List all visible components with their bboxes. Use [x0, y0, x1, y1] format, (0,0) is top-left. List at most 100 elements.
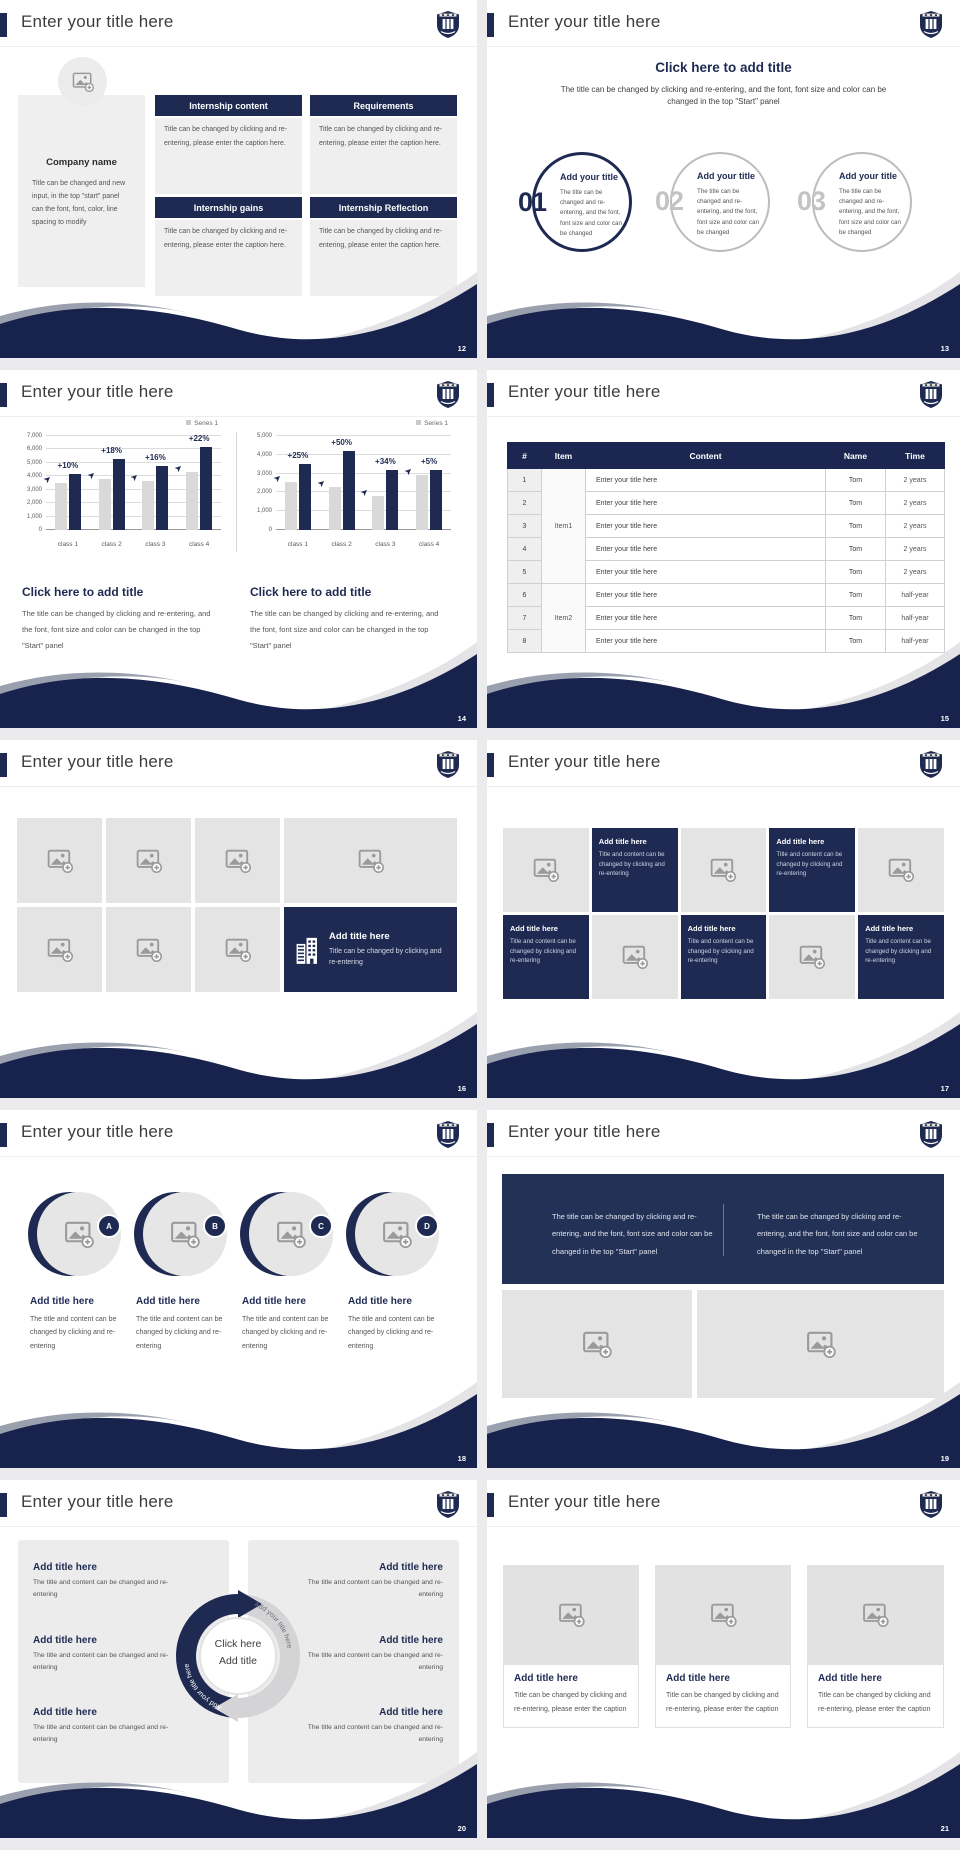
- company-name: Company name: [46, 157, 117, 168]
- info-box-caption: Title can be changed by clicking and re-…: [155, 118, 302, 194]
- slide-title: Enter your title here: [21, 12, 174, 31]
- bar-group: +22% ➤: [172, 433, 221, 530]
- image-placeholder-wide: [284, 818, 457, 903]
- photo-card: Add title here Title can be changed by cl…: [503, 1565, 639, 1728]
- step-circle-01: 01 Add your title The title can be chang…: [518, 152, 632, 252]
- cycle-center-label: Click here Add title: [214, 1638, 262, 1667]
- step-body: The title can be changed and re-entering…: [839, 188, 901, 236]
- chart-caption-title: Click here to add title: [250, 585, 372, 599]
- university-crest-logo-icon: [437, 1491, 459, 1518]
- bar-series1: [54, 483, 67, 530]
- bar-series2: [386, 469, 399, 530]
- card-body: Title can be changed by clicking and re-…: [514, 1692, 627, 1713]
- slide-17-thumbnail[interactable]: Enter your title here Add title here Titl…: [487, 740, 960, 1098]
- navy-text-banner: The title can be changed by clicking and…: [502, 1174, 944, 1284]
- cycle-item: Add title here The title and content can …: [33, 1707, 169, 1744]
- image-placeholder-icon: [225, 849, 251, 873]
- bar-series1: [142, 481, 155, 530]
- company-card: Company name Title can be changed and ne…: [18, 95, 145, 287]
- title-accent-bar: [487, 1493, 494, 1517]
- step-circle-02: 02 Add your title The title can be chang…: [655, 152, 770, 252]
- bar-series2: [342, 451, 355, 530]
- col-header-item: Item: [541, 442, 586, 469]
- text-cell: Add title here Title and content can be c…: [503, 915, 589, 999]
- y-tick-label: 5,000: [256, 433, 272, 439]
- item-body: The title and content can be changed by …: [348, 1316, 435, 1350]
- chart-legend: Series 1: [186, 420, 218, 427]
- slide-20-thumbnail[interactable]: Enter your title here Add title here The …: [0, 1480, 477, 1838]
- image-placeholder: [503, 828, 589, 912]
- chart-caption-body: The title can be changed by clicking and…: [250, 609, 439, 650]
- slide-15-thumbnail[interactable]: Enter your title here # Item Content Nam…: [487, 370, 960, 728]
- image-placeholder-icon: [47, 849, 73, 873]
- header-divider: [487, 46, 960, 47]
- y-tick-label: 2,000: [256, 489, 272, 496]
- bar-group: +25% ➤: [271, 436, 320, 530]
- cycle-item: Add title here The title and content can …: [307, 1562, 443, 1599]
- x-tick-label: class 3: [145, 541, 166, 548]
- slide-title: Enter your title here: [21, 1492, 174, 1511]
- image-placeholder: [591, 915, 678, 999]
- bar-chart-right: Series 1 0 1,000 2,000 3,000 4,000 5,000 +25% ➤ +…: [246, 420, 454, 554]
- chart-caption-title: Click here to add title: [22, 585, 144, 599]
- arrowhead-right: [238, 1590, 262, 1618]
- university-crest-logo-icon: [920, 1491, 942, 1518]
- cell-title: Add title here: [510, 924, 558, 933]
- info-box-internship-reflection: Internship Reflection Title can be chang…: [310, 197, 457, 296]
- text-cell: Add title here Title and content can be c…: [591, 828, 678, 912]
- x-tick-label: class 2: [101, 541, 122, 548]
- card-title: Add title here: [329, 930, 390, 942]
- slide-21-thumbnail[interactable]: Enter your title here Add title here Titl…: [487, 1480, 960, 1838]
- slide-title: Enter your title here: [508, 12, 661, 31]
- chart-legend: Series 1: [416, 420, 448, 427]
- bar-annotation: +22%: [188, 433, 210, 443]
- cycle-item: Add title here The title and content can …: [33, 1562, 169, 1599]
- step-title: Add your title: [697, 171, 755, 181]
- item-group-cell: Item2: [541, 583, 586, 653]
- building-icon: [294, 933, 320, 967]
- slide-12-thumbnail[interactable]: Enter your title here Company name Title…: [0, 0, 477, 358]
- step-circle-03: 03 Add your title The title can be chang…: [797, 152, 912, 252]
- slide-18-thumbnail[interactable]: Enter your title here A Add title here T…: [0, 1110, 477, 1468]
- gridline: [276, 453, 451, 455]
- slide-16-thumbnail[interactable]: Enter your title here Add title here Tit…: [0, 740, 477, 1098]
- page-number: 17: [940, 1084, 949, 1093]
- page-number: 16: [457, 1084, 466, 1093]
- header-divider: [0, 1156, 477, 1157]
- header-divider: [487, 786, 960, 787]
- banner-divider: [723, 1204, 724, 1256]
- cursor-arrow-icon: ➤: [41, 472, 54, 486]
- text-cell: Add title here Title and content can be c…: [858, 915, 944, 999]
- y-tick-label: 3,000: [256, 470, 272, 477]
- slide-14-thumbnail[interactable]: Enter your title here Series 1 0 1,000 2,00…: [0, 370, 477, 728]
- cycle-item: Add title here The title and content can …: [33, 1635, 169, 1672]
- table-row: 6 Item2 Enter your title here Tom half-year: [507, 583, 945, 653]
- item-title: Add title here: [348, 1296, 412, 1307]
- image-placeholder: [106, 818, 191, 903]
- page-number: 13: [940, 344, 949, 353]
- table-header-row: # Item Content Name Time: [507, 442, 945, 469]
- bar-chart-left: Series 1 0 1,000 2,000 3,000 4,000 5,000 6,000 7…: [16, 420, 224, 554]
- image-placeholder-icon: [358, 849, 384, 873]
- y-tick-label: 6,000: [26, 446, 42, 453]
- info-box-title: Internship content: [155, 95, 302, 116]
- slide-13-thumbnail[interactable]: Enter your title here Click here to add …: [487, 0, 960, 358]
- image-placeholder-icon: [136, 849, 162, 873]
- chart-plot-area: 0 1,000 2,000 3,000 4,000 5,000 +25% ➤ +50% ➤ +34%…: [257, 433, 451, 533]
- image-placeholder-icon: [64, 1221, 94, 1248]
- table-row: 2 Enter your title here Tom 2 years: [507, 491, 945, 515]
- header-divider: [0, 1526, 477, 1527]
- image-placeholder: [680, 828, 767, 912]
- feature-item-c: C Add title here The title and content c…: [238, 1190, 342, 1353]
- image-placeholder: [858, 828, 944, 912]
- y-tick-label: 4,000: [26, 473, 42, 480]
- cycle-item: Add title here The title and content can …: [307, 1635, 443, 1672]
- cell-body: Title and content can be changed by clic…: [510, 938, 577, 965]
- bar-series2: [68, 473, 81, 530]
- company-description: Title can be changed and new input, in t…: [32, 180, 126, 226]
- text-cell: Add title here Title and content can be c…: [769, 828, 856, 912]
- slide-19-thumbnail[interactable]: Enter your title here The title can be c…: [487, 1110, 960, 1468]
- bar-series1: [186, 472, 199, 530]
- bar-annotation: +18%: [101, 445, 122, 455]
- info-box-caption: Title can be changed by clicking and re-…: [155, 220, 302, 296]
